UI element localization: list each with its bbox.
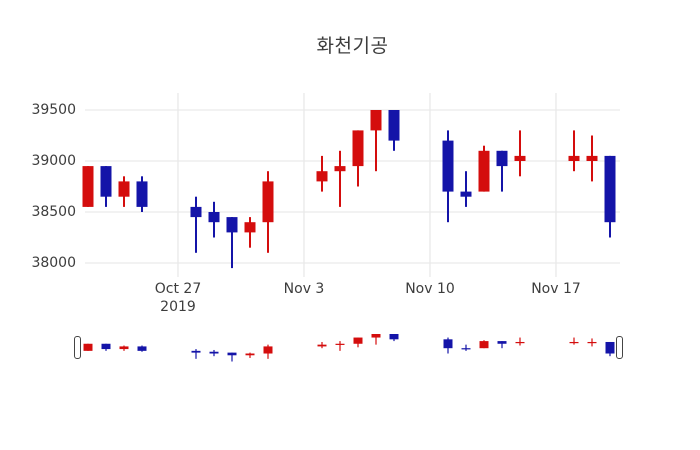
candlestick[interactable]: [604, 155, 616, 238]
candlestick[interactable]: [514, 130, 526, 177]
rangeslider-candlestick: [389, 334, 399, 342]
rangeslider-candlestick: [515, 337, 525, 346]
candlestick[interactable]: [388, 110, 400, 151]
candlestick[interactable]: [586, 135, 598, 182]
rangeslider-candlestick: [461, 344, 471, 351]
main-candles[interactable]: [82, 110, 616, 269]
rangeslider-candlestick: [587, 338, 597, 347]
rangeslider-candlestick: [245, 352, 255, 358]
y-axis-tick-label: 39500: [31, 102, 76, 118]
y-axis-tick-label: 39000: [31, 153, 76, 169]
candlestick[interactable]: [478, 145, 490, 192]
candlestick[interactable]: [208, 201, 220, 238]
candlestick[interactable]: [118, 176, 130, 207]
candlestick[interactable]: [316, 155, 328, 192]
gridlines: [85, 93, 620, 277]
rangeslider-candlestick: [317, 341, 327, 349]
rangeslider-candlestick: [497, 341, 507, 349]
candlestick[interactable]: [496, 150, 508, 192]
rangeslider-candlestick: [335, 341, 345, 351]
rangeslider-candlestick: [101, 343, 111, 351]
y-axis-tick-label: 38500: [31, 204, 76, 220]
candlestick[interactable]: [244, 217, 256, 248]
x-axis-tick-label: Nov 3: [283, 281, 325, 297]
rangeslider-candlestick: [371, 334, 381, 345]
candlestick[interactable]: [334, 150, 346, 207]
candlestick[interactable]: [262, 171, 274, 253]
rangeslider-candlestick: [119, 345, 129, 351]
candlestick[interactable]: [568, 130, 580, 172]
candlestick[interactable]: [226, 217, 238, 269]
candlestick[interactable]: [100, 166, 112, 207]
y-axis-tick-label: 38000: [31, 255, 76, 271]
rangeslider-candlestick: [443, 337, 453, 354]
rangeslider-candlestick: [137, 345, 147, 352]
candlestick[interactable]: [460, 171, 472, 207]
candlestick[interactable]: [82, 166, 94, 207]
rangeslider-candlestick: [191, 349, 201, 359]
chart-title: 화천기공: [316, 35, 389, 57]
rangeslider-candlestick: [353, 337, 363, 348]
rangeslider-candlestick: [569, 337, 579, 345]
rangeslider-candlestick: [605, 341, 615, 357]
rangeslider-left-handle[interactable]: [74, 336, 81, 359]
rangeslider-candles: [83, 334, 615, 362]
x-axis-tick-label: Nov 17: [531, 281, 581, 297]
candlestick[interactable]: [190, 196, 202, 253]
x-axis-tick-label: Nov 10: [405, 281, 455, 297]
candlestick[interactable]: [442, 130, 454, 223]
rangeslider-candlestick: [227, 352, 237, 362]
rangeslider-candlestick: [83, 343, 93, 351]
x-axis-tick-sublabel: 2019: [160, 299, 196, 315]
rangeslider-track[interactable]: [75, 332, 625, 364]
rangeslider-right-handle[interactable]: [616, 336, 623, 359]
rangeslider-candlestick: [209, 349, 219, 357]
candlestick[interactable]: [136, 176, 148, 212]
candlestick[interactable]: [370, 110, 382, 172]
candlestick[interactable]: [352, 130, 364, 187]
x-axis-tick-label: Oct 27: [154, 281, 202, 297]
rangeslider-candlestick: [479, 340, 489, 349]
rangeslider-candlestick: [263, 344, 273, 359]
